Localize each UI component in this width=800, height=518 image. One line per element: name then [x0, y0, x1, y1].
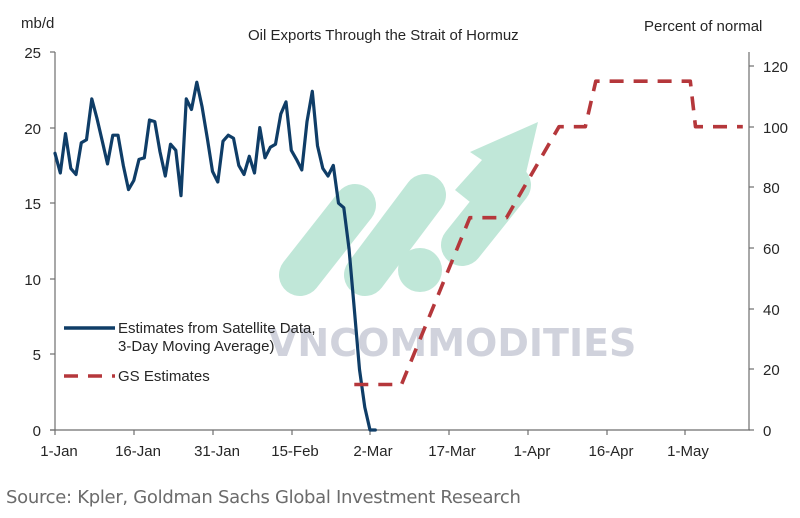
x-tick-1-jan: 1-Jan: [40, 443, 78, 460]
chart-area: VNCOMMODITIES Oil Exports Through the St…: [21, 15, 788, 460]
x-axis-labels: 1-Jan 16-Jan 31-Jan 15-Feb 2-Mar 17-Mar …: [40, 443, 709, 460]
left-tick-5: 5: [33, 347, 41, 364]
right-tick-0: 0: [763, 423, 771, 440]
chart-title: Oil Exports Through the Strait of Hormuz: [248, 27, 519, 44]
right-tick-120: 120: [763, 59, 788, 76]
x-tick-1-apr: 1-Apr: [514, 443, 551, 460]
x-tick-16-jan: 16-Jan: [115, 443, 161, 460]
right-tick-80: 80: [763, 180, 780, 197]
watermark-text: VNCOMMODITIES: [268, 321, 636, 365]
source-note: Source: Kpler, Goldman Sachs Global Inve…: [6, 487, 521, 508]
right-tick-60: 60: [763, 241, 780, 258]
left-tick-10: 10: [24, 272, 41, 289]
x-tick-2-mar: 2-Mar: [353, 443, 392, 460]
legend: Estimates from Satellite Data, 3-Day Mov…: [64, 320, 316, 385]
left-tick-20: 20: [24, 121, 41, 138]
left-tick-15: 15: [24, 196, 41, 213]
left-tick-25: 25: [24, 45, 41, 62]
watermark-logo: [279, 122, 538, 296]
left-tick-0: 0: [33, 423, 41, 440]
axes: [50, 51, 754, 435]
right-axis-labels: 120 100 80 60 40 20 0: [763, 59, 788, 440]
x-tick-31-jan: 31-Jan: [194, 443, 240, 460]
right-tick-40: 40: [763, 302, 780, 319]
left-axis-unit: mb/d: [21, 15, 54, 32]
right-tick-20: 20: [763, 362, 780, 379]
left-axis-labels: 25 20 15 10 5 0: [24, 45, 41, 440]
x-tick-17-mar: 17-Mar: [428, 443, 476, 460]
satellite-estimates-line: [53, 80, 377, 432]
x-tick-1-may: 1-May: [667, 443, 709, 460]
gs-estimates-line: [354, 79, 743, 387]
x-tick-16-apr: 16-Apr: [588, 443, 633, 460]
legend-gs-label: GS Estimates: [118, 368, 210, 385]
legend-satellite-label-line1: Estimates from Satellite Data,: [118, 320, 316, 337]
legend-satellite-label-line2: 3-Day Moving Average): [118, 338, 274, 355]
x-tick-15-feb: 15-Feb: [271, 443, 319, 460]
right-tick-100: 100: [763, 120, 788, 137]
right-axis-unit: Percent of normal: [644, 18, 762, 35]
